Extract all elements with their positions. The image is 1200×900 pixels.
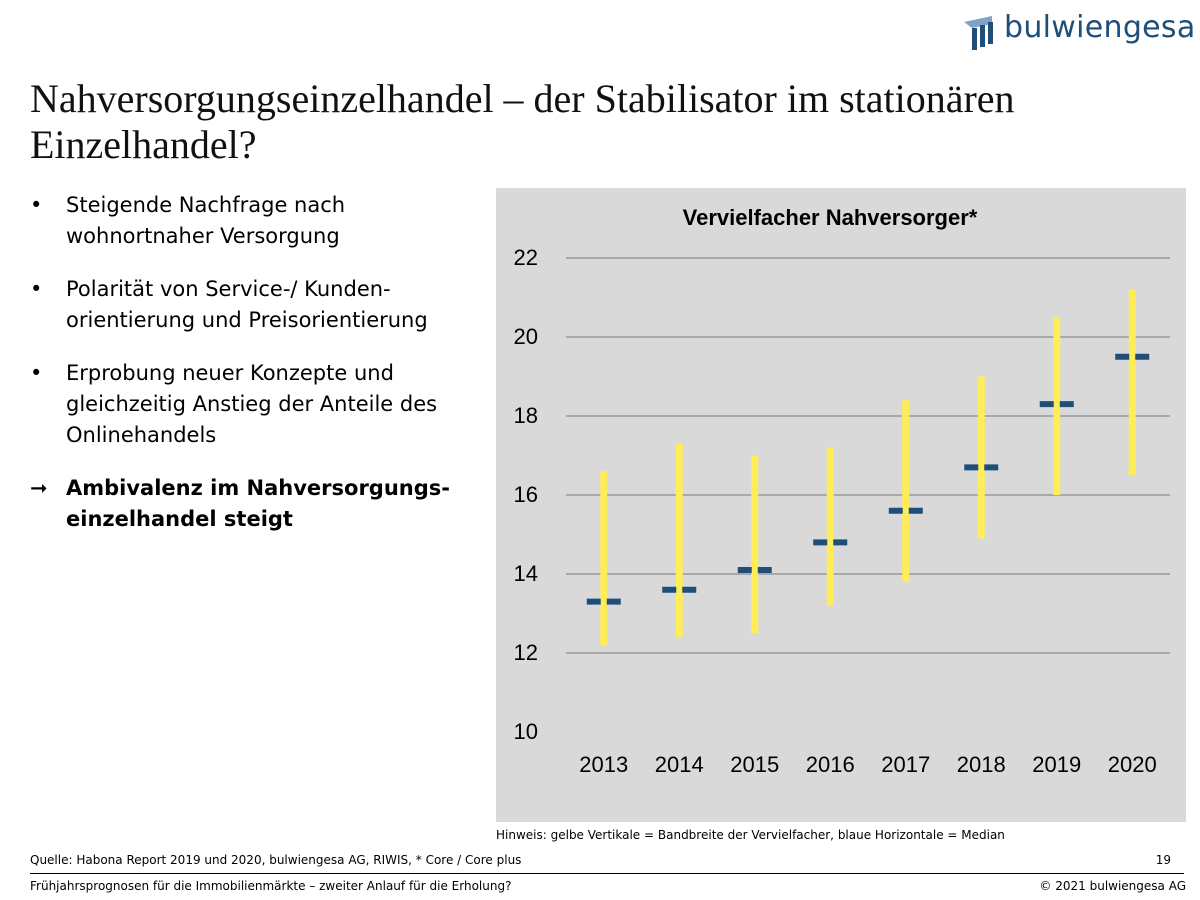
bullet-text: Polarität von Service-/ Kunden-orientier… bbox=[66, 277, 428, 332]
footer-text: Frühjahrsprognosen für die Immobilienmär… bbox=[30, 879, 512, 893]
y-tick-label: 12 bbox=[514, 640, 538, 665]
bullet-list: • Steigende Nachfrage nach wohnortnaher … bbox=[30, 190, 470, 557]
y-tick-label: 20 bbox=[514, 324, 538, 349]
range-chart: Vervielfacher Nahversorger* 10 12 14 16 18 20… bbox=[514, 205, 1170, 777]
conclusion-item: ➞ Ambivalenz im Nahversorgungs-einzelhan… bbox=[30, 473, 470, 535]
y-tick-label: 18 bbox=[514, 403, 538, 428]
copyright: © 2021 bulwiengesa AG bbox=[1039, 879, 1186, 893]
x-tick-label: 2017 bbox=[881, 752, 930, 777]
bullet-marker: • bbox=[30, 193, 43, 217]
bullet-text: Steigende Nachfrage nach wohnortnaher Ve… bbox=[66, 193, 346, 248]
page-number: 19 bbox=[1155, 853, 1171, 867]
bullet-marker: • bbox=[30, 277, 43, 301]
arrow-right-icon: ➞ bbox=[30, 476, 48, 500]
chart-panel: Vervielfacher Nahversorger* 10 12 14 16 18 20… bbox=[496, 188, 1186, 822]
logo-mark-icon bbox=[964, 16, 993, 50]
x-tick-label: 2018 bbox=[957, 752, 1006, 777]
bullet-item: • Polarität von Service-/ Kunden-orienti… bbox=[30, 274, 470, 336]
chart-hint: Hinweis: gelbe Vertikale = Bandbreite de… bbox=[496, 828, 1005, 842]
x-tick-label: 2020 bbox=[1108, 752, 1157, 777]
x-tick-label: 2016 bbox=[806, 752, 855, 777]
slide-title: Nahversorgungseinzelhandel – der Stabili… bbox=[30, 76, 1015, 167]
x-tick-label: 2014 bbox=[655, 752, 704, 777]
chart-title: Vervielfacher Nahversorger* bbox=[683, 205, 978, 230]
bullet-text: Erprobung neuer Konzepte und gleichzeiti… bbox=[66, 361, 438, 447]
conclusion-text: Ambivalenz im Nahversorgungs-einzelhande… bbox=[66, 476, 450, 531]
y-tick-label: 10 bbox=[514, 719, 538, 744]
footer-divider bbox=[30, 873, 1184, 874]
logo-text: bulwiengesa bbox=[1004, 10, 1196, 45]
y-tick-label: 16 bbox=[514, 482, 538, 507]
bullet-marker: • bbox=[30, 361, 43, 385]
x-tick-label: 2015 bbox=[730, 752, 779, 777]
y-tick-label: 22 bbox=[514, 245, 538, 270]
bullet-item: • Steigende Nachfrage nach wohnortnaher … bbox=[30, 190, 470, 252]
y-tick-label: 14 bbox=[514, 561, 538, 586]
bullet-item: • Erprobung neuer Konzepte und gleichzei… bbox=[30, 358, 470, 451]
bulwiengesa-logo: bulwiengesa bbox=[960, 8, 1195, 56]
x-tick-label: 2019 bbox=[1032, 752, 1081, 777]
x-tick-label: 2013 bbox=[579, 752, 628, 777]
source-note: Quelle: Habona Report 2019 und 2020, bul… bbox=[30, 853, 522, 867]
